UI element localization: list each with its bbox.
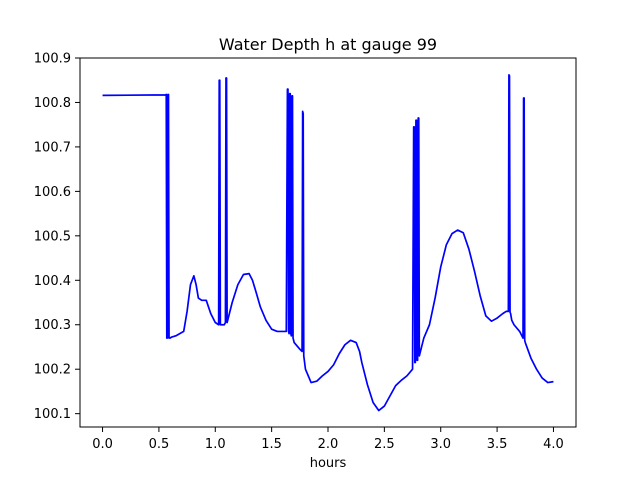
plot-area: [102, 74, 554, 412]
chart-title: Water Depth h at gauge 99: [219, 35, 437, 54]
y-tick-label: 100.7: [34, 140, 71, 155]
x-tick-label: 0.0: [92, 437, 113, 452]
y-tick-label: 100.3: [34, 318, 71, 333]
y-tick-label: 100.8: [34, 96, 71, 111]
y-tick-label: 100.9: [34, 52, 71, 67]
y-tick-label: 100.1: [34, 407, 71, 422]
y-tick-label: 100.4: [34, 274, 71, 289]
x-tick-label: 3.5: [487, 437, 508, 452]
y-tick-label: 100.6: [34, 185, 71, 200]
y-tick-label: 100.2: [34, 363, 71, 378]
x-axis: 0.0 0.5 1.0 1.5 2.0 2.5 3.0 3.5 4.0: [92, 427, 564, 452]
x-tick-label: 1.5: [261, 437, 282, 452]
x-tick-label: 3.0: [430, 437, 451, 452]
x-tick-label: 2.0: [318, 437, 339, 452]
series-line-0: [102, 74, 554, 412]
x-tick-label: 0.5: [149, 437, 170, 452]
x-axis-label: hours: [310, 456, 347, 471]
y-tick-label: 100.5: [34, 229, 71, 244]
x-tick-label: 4.0: [543, 437, 564, 452]
x-tick-label: 2.5: [374, 437, 395, 452]
axes-frame: [79, 57, 577, 428]
y-axis: 100.1 100.2 100.3 100.4 100.5 100.6 100.7 100.8…: [34, 52, 80, 422]
x-tick-label: 1.0: [205, 437, 226, 452]
